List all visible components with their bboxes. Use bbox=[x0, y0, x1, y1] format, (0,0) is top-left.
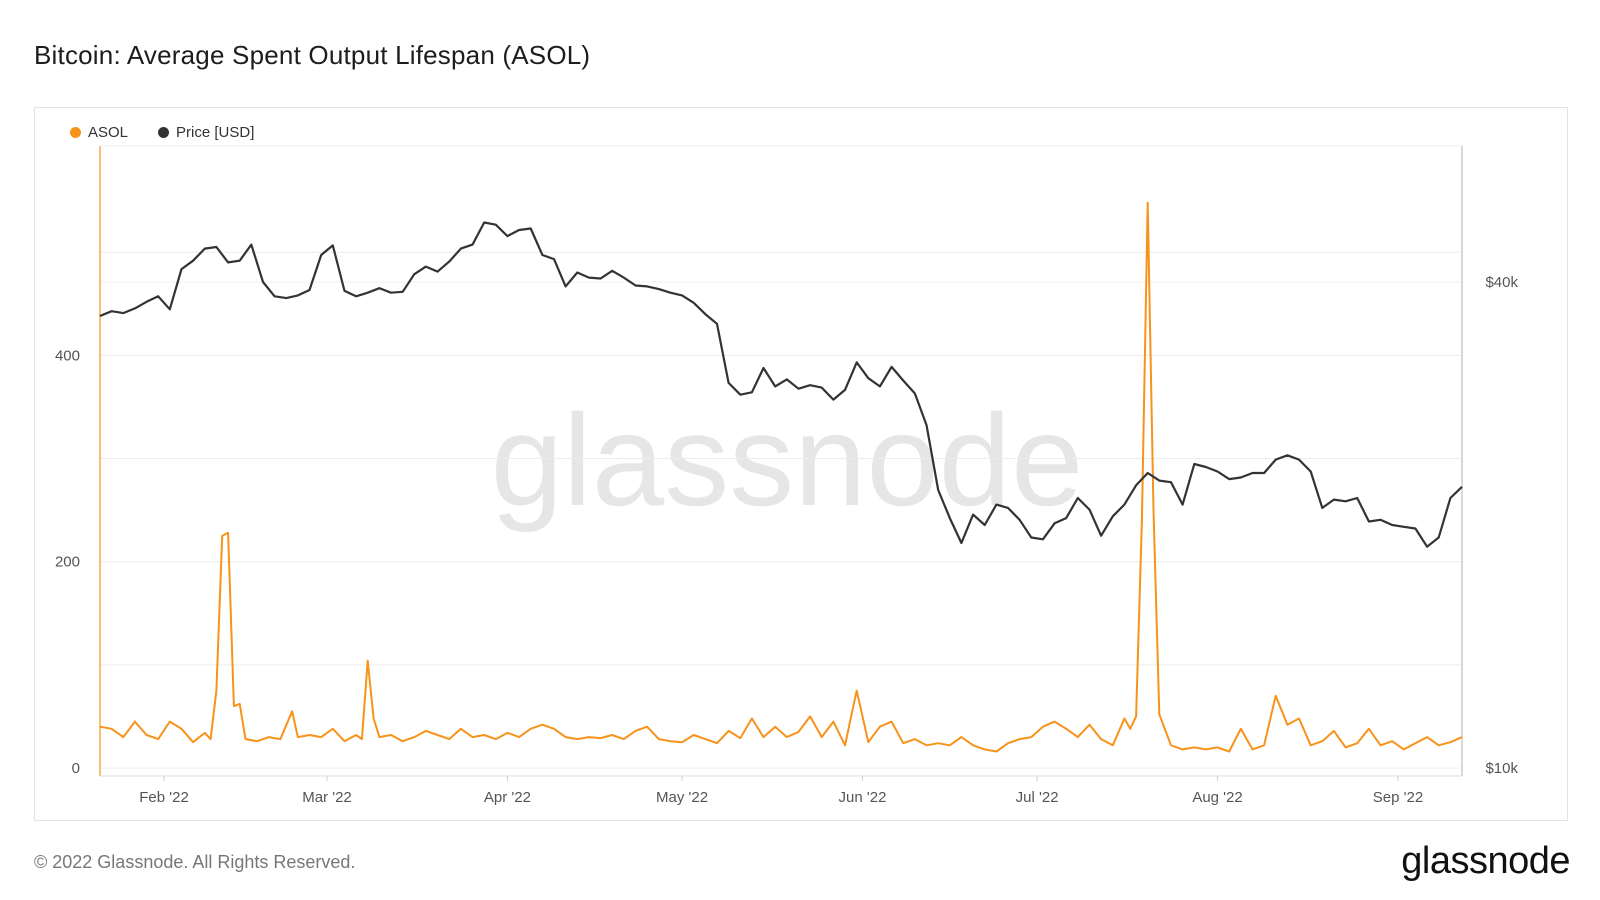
legend-label-price: Price [USD] bbox=[176, 124, 255, 141]
watermark-text: glassnode bbox=[491, 387, 1084, 533]
glassnode-logo[interactable]: glassnode bbox=[1401, 840, 1570, 882]
y-right-tick-label: $40k bbox=[1485, 274, 1518, 291]
legend-dot-price bbox=[158, 127, 170, 138]
x-tick-label: Feb '22 bbox=[139, 789, 189, 806]
y-left-tick-label: 0 bbox=[72, 760, 80, 777]
x-tick-label: Mar '22 bbox=[302, 789, 352, 806]
y-right-tick-label: $10k bbox=[1485, 760, 1518, 777]
legend-label-asol: ASOL bbox=[88, 124, 129, 141]
y-left-tick-label: 200 bbox=[55, 554, 80, 571]
legend-dot-asol bbox=[70, 127, 81, 138]
x-tick-label: Sep '22 bbox=[1373, 789, 1423, 806]
asol-series-line bbox=[99, 201, 1463, 753]
x-tick-label: Jun '22 bbox=[839, 789, 887, 806]
x-tick-label: Aug '22 bbox=[1192, 789, 1242, 806]
chart-card bbox=[34, 107, 1568, 821]
price-series-line bbox=[99, 221, 1463, 548]
y-left-tick-label: 400 bbox=[55, 347, 80, 364]
chart-legend: ASOL Price [USD] bbox=[70, 124, 254, 141]
x-tick-label: Apr '22 bbox=[484, 789, 531, 806]
x-tick-label: Jul '22 bbox=[1016, 789, 1059, 806]
legend-item-asol[interactable]: ASOL bbox=[70, 124, 128, 141]
x-tick-label: May '22 bbox=[656, 789, 708, 806]
legend-item-price[interactable]: Price [USD] bbox=[158, 124, 254, 141]
copyright-footer: © 2022 Glassnode. All Rights Reserved. bbox=[34, 852, 356, 872]
chart-title: Bitcoin: Average Spent Output Lifespan (… bbox=[34, 40, 591, 70]
